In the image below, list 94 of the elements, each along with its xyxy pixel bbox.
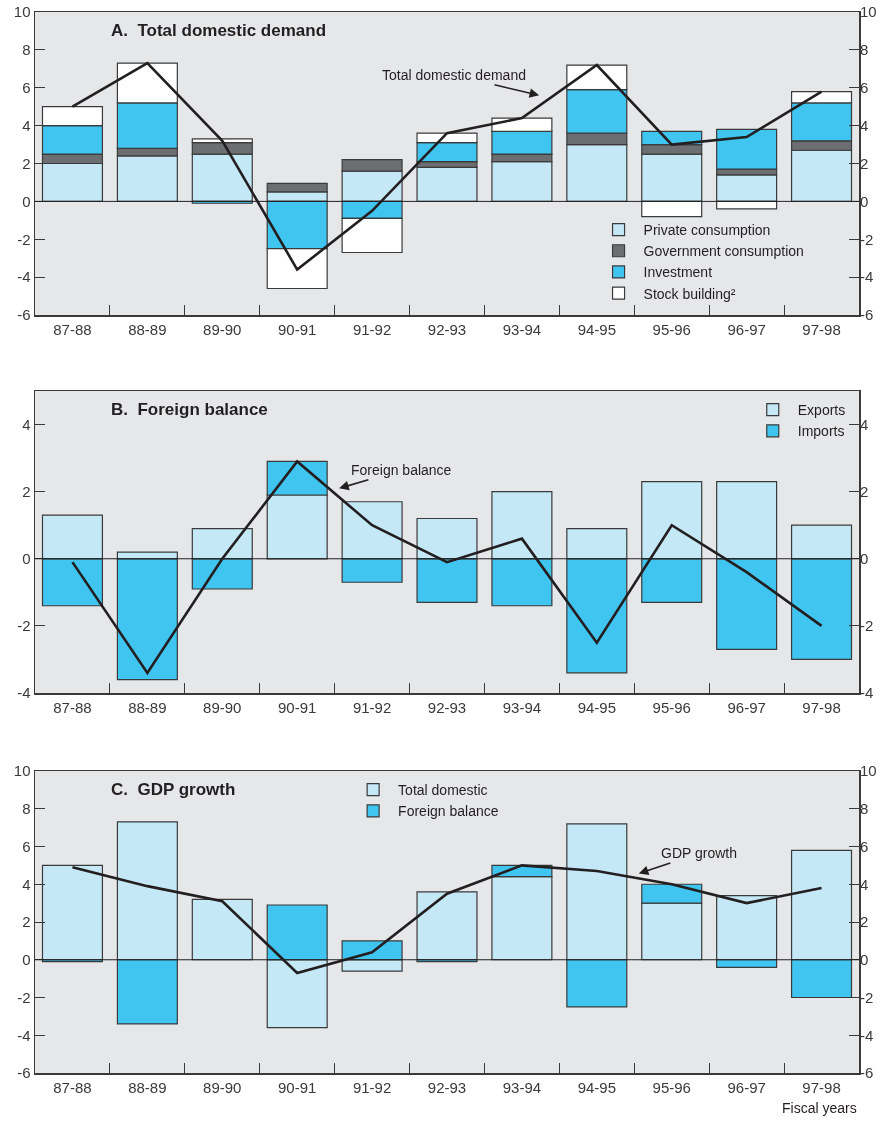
x-tick-label: 96-97	[727, 1078, 766, 1096]
text: A. Total domestic demand	[111, 21, 327, 40]
y-tick-label: -2	[17, 988, 31, 1006]
x-tick-label: 92-93	[427, 1078, 467, 1096]
x-tick-label: 96-97	[727, 698, 766, 716]
x-tick-label: 95-96	[652, 320, 691, 338]
x-tick-label: 90-91	[277, 320, 317, 338]
legend-label: Imports	[797, 423, 845, 440]
y-tick-label: 2	[22, 154, 31, 172]
y2-tick-label: 0	[860, 550, 869, 568]
x-tick-label: 97-98	[802, 1078, 841, 1096]
y-tick-label: 0	[22, 951, 31, 968]
x-tick-label: 87-88	[53, 1078, 92, 1096]
y-tick-label: -2	[17, 617, 31, 635]
y2-tick-label: -2	[860, 988, 874, 1006]
x-tick-label: 95-96	[652, 1078, 691, 1096]
y-tick-label: 10	[13, 3, 31, 21]
legend-label: Total domestic	[398, 782, 488, 799]
y-tick-label: -2	[17, 230, 31, 248]
x-tick-label: 91-92	[352, 698, 392, 716]
x-tick-label: 91-92	[352, 1078, 392, 1096]
series-label: GDP growth	[661, 845, 737, 861]
y2-tick-label: 2	[860, 154, 869, 172]
y-tick-label: -4	[17, 268, 31, 286]
y2-tick-label: 2	[860, 482, 869, 500]
y-tick-label: -4	[17, 684, 31, 702]
x-tick-label: 89-90	[203, 320, 242, 338]
y2-tick-label: 4	[860, 116, 869, 134]
x-tick-label: 90-91	[277, 698, 317, 716]
x-tick-label: 87-88	[53, 320, 92, 338]
y2-tick-label: 2	[860, 913, 869, 931]
y2-tick-label: 6	[860, 837, 869, 855]
legend-label: Stock building²	[643, 285, 736, 302]
y-tick-label: 6	[22, 79, 31, 96]
y2-tick-label: 4	[860, 875, 869, 893]
text: B. Foreign balance	[111, 400, 268, 419]
text: C. GDP growth	[111, 780, 236, 799]
x-tick-label: 94-95	[577, 698, 617, 716]
y2-tick-label: 8	[860, 800, 869, 817]
y-tick-label: 4	[22, 415, 31, 433]
y2-tick-label: -6	[860, 1064, 874, 1082]
x-tick-label: 88-89	[128, 698, 167, 716]
x-tick-label: 93-94	[502, 1078, 542, 1096]
x-tick-label: 91-92	[352, 320, 392, 338]
y-tick-label: 0	[22, 192, 31, 210]
y2-tick-label: 6	[860, 79, 869, 96]
y2-tick-label: -4	[860, 1026, 874, 1044]
y2-tick-label: 4	[860, 415, 869, 433]
y-tick-label: 8	[22, 41, 31, 59]
y-tick-label: 6	[22, 837, 31, 855]
legend-label: Exports	[797, 402, 846, 419]
y2-tick-label: 0	[860, 951, 869, 968]
x-axis-title: Fiscal years	[782, 1100, 857, 1116]
y-tick-label: 8	[22, 800, 31, 817]
y2-tick-label: 8	[860, 41, 869, 59]
x-tick-label: 93-94	[502, 698, 542, 716]
y-tick-label: -4	[17, 1026, 31, 1044]
x-tick-label: 96-97	[727, 320, 766, 338]
y-tick-label: -6	[17, 306, 31, 324]
y-tick-label: 4	[22, 875, 31, 893]
x-tick-label: 95-96	[652, 698, 691, 716]
y-tick-label: 0	[22, 550, 31, 568]
legend-label: Investment	[643, 264, 713, 281]
y2-tick-label: -2	[860, 230, 874, 248]
x-tick-label: 93-94	[502, 320, 542, 338]
x-tick-label: 94-95	[577, 1078, 617, 1096]
x-tick-label: 97-98	[802, 320, 841, 338]
x-tick-label: 92-93	[427, 320, 467, 338]
x-tick-label: 87-88	[53, 698, 92, 716]
legend-label: Private consumption	[643, 222, 771, 238]
y2-tick-label: 0	[860, 192, 869, 210]
y-tick-label: 10	[13, 762, 31, 780]
x-tick-label: 90-91	[277, 1078, 317, 1096]
x-tick-label: 89-90	[203, 1078, 242, 1096]
series-label: Total domestic demand	[382, 67, 526, 83]
x-tick-label: 89-90	[203, 698, 242, 716]
x-tick-label: 88-89	[128, 1078, 167, 1096]
y2-tick-label: -2	[860, 617, 874, 635]
y2-tick-label: -4	[860, 684, 874, 702]
y-tick-label: 4	[22, 116, 31, 134]
y2-tick-label: -6	[860, 306, 874, 324]
y-tick-label: 2	[22, 482, 31, 500]
y-tick-label: -6	[17, 1064, 31, 1082]
legend-label: Government consumption	[643, 243, 804, 260]
legend-label: Foreign balance	[398, 803, 499, 820]
x-tick-label: 88-89	[128, 320, 167, 338]
x-tick-label: 97-98	[802, 698, 841, 716]
y2-tick-label: 10	[860, 762, 877, 780]
x-tick-label: 94-95	[577, 320, 617, 338]
y2-tick-label: -4	[860, 268, 874, 286]
x-tick-label: 92-93	[427, 698, 467, 716]
y-tick-label: 2	[22, 913, 31, 931]
series-label: Foreign balance	[351, 462, 452, 478]
y2-tick-label: 10	[860, 3, 877, 21]
